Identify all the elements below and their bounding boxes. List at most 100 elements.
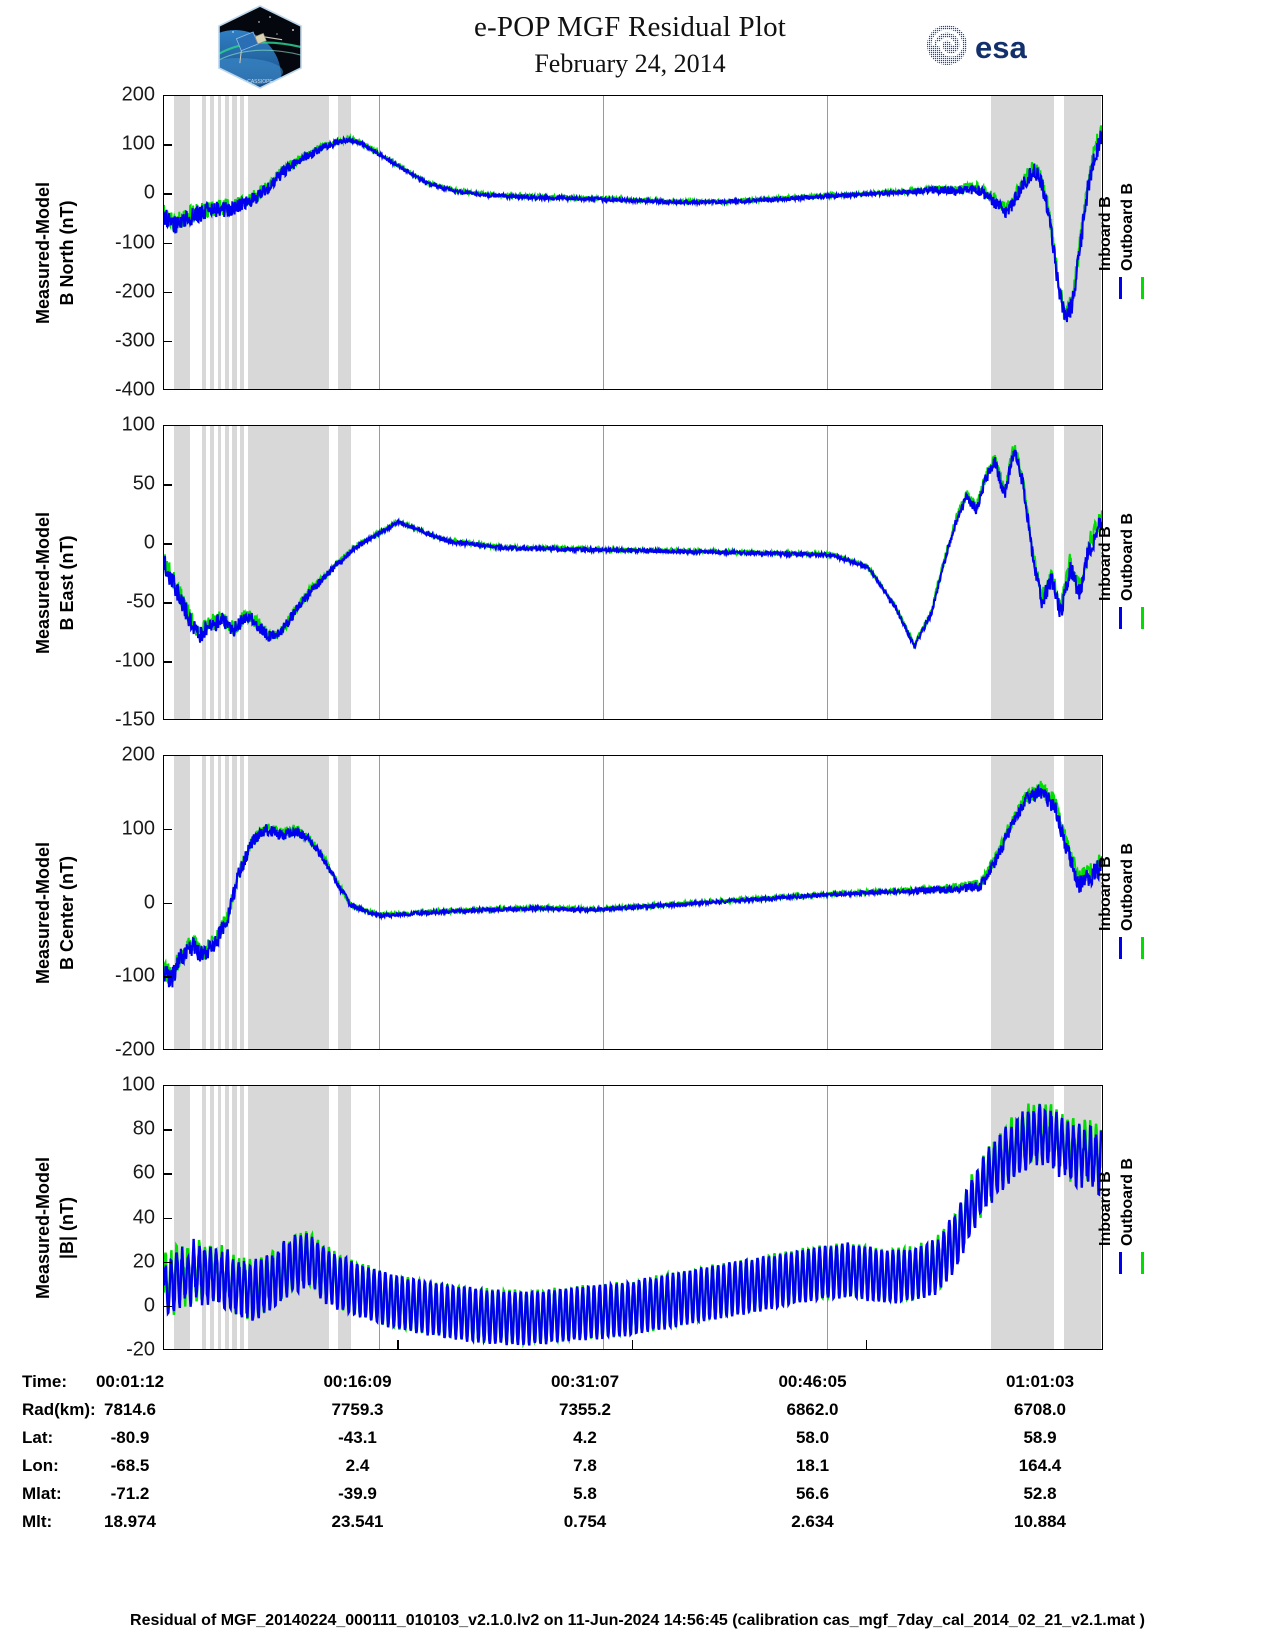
table-row: Rad(km): 7814.6 7759.3 7355.2 6862.0 6708.0 [0, 1400, 1275, 1428]
shaded-interval-band [210, 1086, 214, 1349]
table-cell: 01:01:03 [1005, 1372, 1075, 1391]
table-row: Time: 00:01:12 00:16:09 00:31:07 00:46:05 01:… [0, 1372, 1275, 1400]
y-tick-label: -100 [114, 964, 155, 987]
shaded-interval-band [201, 96, 206, 389]
shaded-interval-band [173, 96, 190, 389]
table-cell: 4.2 [573, 1428, 597, 1447]
page-title: e-POP MGF Residual Plot February 24, 201… [330, 8, 930, 82]
legend-outboard-label: Outboard B [1119, 182, 1136, 271]
shaded-interval-band [1063, 756, 1101, 1049]
y-tick-label: -100 [114, 649, 155, 672]
shaded-interval-band [232, 756, 237, 1049]
x-tick-mark [631, 1340, 634, 1349]
legend-inboard-color-swatch [1119, 936, 1122, 959]
legend-outboard-color-swatch [1141, 606, 1144, 629]
y-tick-mark [163, 661, 172, 663]
shaded-interval-band [224, 426, 229, 719]
shaded-interval-band [248, 756, 329, 1049]
vertical-gridline [379, 96, 381, 389]
y-tick-label: -200 [114, 1038, 155, 1061]
shaded-interval-band [239, 756, 245, 1049]
y-tick-label: 100 [121, 132, 155, 155]
vertical-gridline [827, 426, 829, 719]
shaded-interval-band [232, 96, 237, 389]
table-cell: -71.2 [110, 1484, 150, 1503]
shaded-interval-band [239, 1086, 245, 1349]
panel-legend: Inboard B Outboard B [1097, 1085, 1227, 1350]
esa-wordmark: esa [975, 30, 1027, 65]
table-cell: 23.541 [331, 1512, 384, 1531]
table-cell: 7.8 [573, 1456, 597, 1475]
table-cell: -39.9 [338, 1484, 377, 1503]
outboard-b-trace [164, 780, 1102, 986]
legend-outboard-label: Outboard B [1119, 842, 1136, 931]
page-header: CASSIOPE e-POP MGF Residual Plot Februar… [0, 0, 1275, 95]
ephemeris-table: Time: 00:01:12 00:16:09 00:31:07 00:46:05 01:… [0, 1372, 1275, 1540]
residual-traces [164, 444, 1102, 650]
table-row: Mlat: -71.2 -39.9 5.8 56.6 52.8 [0, 1484, 1275, 1512]
table-cell: 7814.6 [104, 1400, 156, 1419]
shaded-interval-band [217, 426, 222, 719]
y-tick-label: 0 [143, 531, 155, 554]
table-cell: 18.974 [104, 1512, 156, 1531]
table-row-label: Time: [22, 1372, 68, 1391]
y-tick-mark [163, 484, 172, 486]
residual-traces [164, 125, 1102, 323]
plot-area-1 [164, 96, 1102, 389]
y-tick-mark [163, 144, 172, 146]
y-tick-mark [163, 1217, 172, 1220]
legend-outboard-label: Outboard B [1119, 1157, 1136, 1246]
y-axis-title: Measured-Model |B| (nT) [33, 1156, 77, 1299]
shaded-interval-band [173, 756, 190, 1049]
y-tick-label: -400 [114, 378, 155, 401]
legend-inboard-label: Inboard B [1097, 1170, 1114, 1246]
shaded-interval-band [210, 96, 214, 389]
y-tick-label: 60 [132, 1161, 155, 1184]
plot-area-4 [164, 1086, 1102, 1349]
y-tick-mark [163, 242, 172, 245]
y-tick-label: 0 [143, 891, 155, 913]
legend-inboard-label: Inboard B [1097, 195, 1114, 271]
table-cell: 6708.0 [1014, 1400, 1066, 1419]
y-tick-label: -100 [114, 231, 155, 253]
legend-outboard-color-swatch [1141, 1251, 1144, 1274]
y-tick-label: 0 [143, 1294, 155, 1317]
shaded-interval-band [239, 96, 245, 389]
table-cell: -68.5 [110, 1456, 150, 1475]
y-tick-mark [163, 602, 172, 604]
shaded-interval-band [224, 1086, 229, 1349]
y-axis-tick-labels: 100 80 60 40 20 0 -20 [45, 1074, 155, 1361]
legend-inboard-label: Inboard B [1097, 525, 1114, 601]
y-tick-mark [163, 1305, 172, 1308]
table-cell: 58.0 [795, 1428, 830, 1447]
table-row: Mlt: 18.974 23.541 0.754 2.634 10.884 [0, 1512, 1275, 1540]
y-tick-mark [163, 1173, 172, 1175]
vertical-gridline [827, 96, 829, 389]
y-tick-label: 40 [132, 1206, 155, 1228]
table-cell: 164.4 [1018, 1456, 1062, 1475]
y-axis-tick-labels: 100 50 0 -50 -100 -150 [45, 414, 155, 731]
panel-legend: Inboard B Outboard B [1097, 425, 1227, 720]
table-cell: 5.8 [573, 1484, 597, 1503]
y-tick-mark [163, 1129, 172, 1131]
table-cell: -43.1 [338, 1428, 377, 1447]
table-cell: 7759.3 [331, 1400, 384, 1419]
y-tick-label: -20 [126, 1338, 155, 1361]
shaded-interval-band [217, 756, 222, 1049]
plot-area-3 [164, 756, 1102, 1049]
shaded-interval-band [232, 426, 237, 719]
y-tick-mark [163, 976, 172, 978]
y-tick-mark [163, 193, 172, 195]
panel-legend: Inboard B Outboard B [1097, 755, 1227, 1050]
table-cell: 10.884 [1014, 1512, 1066, 1531]
y-tick-mark [163, 291, 172, 294]
table-cell: 2.4 [345, 1456, 370, 1475]
title-line-2: February 24, 2014 [534, 49, 726, 78]
shaded-interval-band [248, 1086, 329, 1349]
shaded-interval-band [201, 426, 206, 719]
y-tick-label: 100 [121, 1073, 155, 1096]
shaded-interval-band [210, 756, 214, 1049]
shaded-interval-band [201, 1086, 206, 1349]
vertical-gridline [379, 756, 381, 1049]
shaded-interval-band [173, 426, 190, 719]
